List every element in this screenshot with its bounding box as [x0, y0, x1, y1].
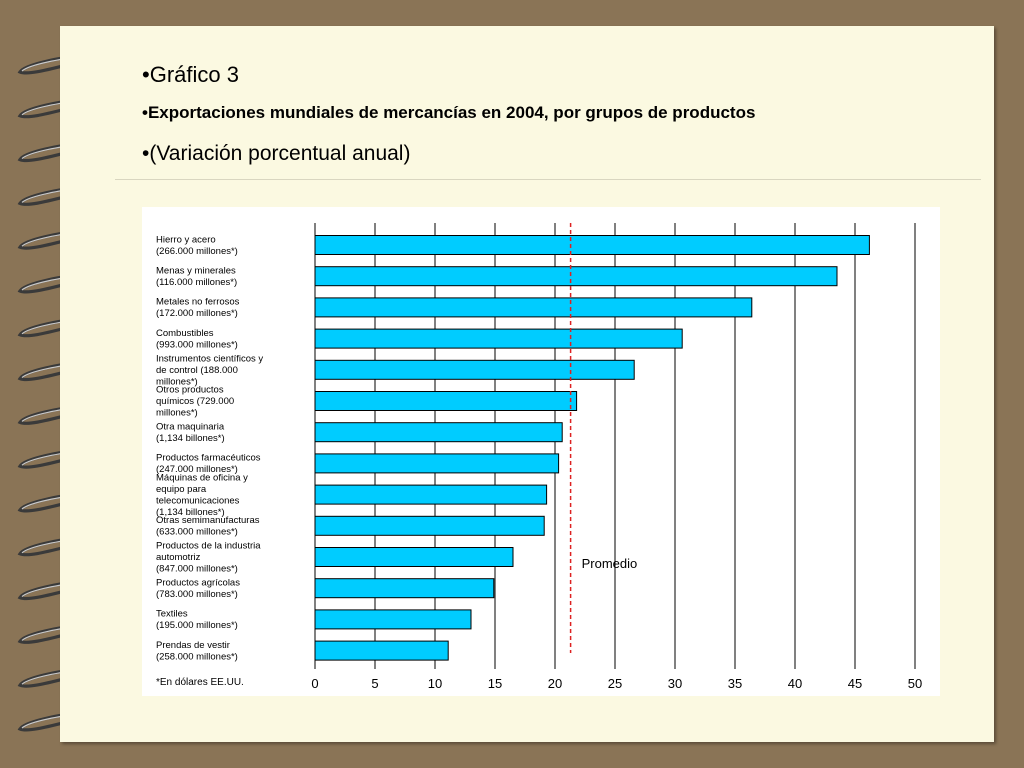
- category-label-line: (1,134 billones*): [156, 433, 225, 444]
- category-label-line: telecomunicaciones: [156, 495, 240, 506]
- category-label-line: (195.000 millones*): [156, 620, 238, 631]
- x-tick-label: 25: [608, 676, 622, 691]
- x-tick-label: 20: [548, 676, 562, 691]
- bar: [314, 578, 495, 599]
- category-label: Textiles (195.000 millones*): [156, 609, 238, 632]
- category-label-line: (1,134 billones*): [156, 507, 225, 518]
- x-tick-label: 35: [728, 676, 742, 691]
- category-label: Otra maquinaria (1,134 billones*): [156, 421, 225, 444]
- category-label-line: Textiles: [156, 609, 188, 620]
- x-tick-label: 0: [311, 676, 318, 691]
- bar: [314, 235, 870, 255]
- bar: [314, 328, 683, 349]
- bar: [314, 391, 578, 411]
- category-label: Productos farmacéuticos (247.000 millones…: [156, 453, 261, 476]
- slide-caption: •(Variación porcentual anual): [142, 142, 411, 165]
- category-label-line: Otra maquinaria: [156, 421, 225, 432]
- x-tick-label: 40: [788, 676, 802, 691]
- category-label: Otros productos químicos (729.000 millones…: [156, 385, 234, 419]
- category-label-line: químicos (729.000: [156, 396, 234, 407]
- x-tick-label: 5: [371, 676, 378, 691]
- category-label: Prendas de vestir (258.000 millones*): [156, 640, 238, 663]
- bar: [314, 422, 563, 443]
- footnote: *En dólares EE.UU.: [156, 677, 244, 688]
- category-label-line: Instrumentos científicos y: [156, 353, 263, 364]
- average-label: Promedio: [582, 556, 638, 571]
- category-label: Combustibles (993.000 millones*): [156, 328, 238, 351]
- bar: [314, 484, 548, 505]
- category-label-line: Máquinas de oficina y: [156, 472, 248, 483]
- category-label: Máquinas de oficina y equipo para telecomu…: [156, 472, 248, 517]
- category-label-line: (847.000 millones*): [156, 564, 238, 575]
- x-tick-label: 30: [668, 676, 682, 691]
- category-label-line: Otras semimanufacturas: [156, 515, 260, 526]
- category-label-line: (783.000 millones*): [156, 589, 238, 600]
- bar-chart: 0 5 10 15 20 25 30 35 40 45 50 Hierro y acero (266.0…: [156, 223, 922, 691]
- bar: [314, 640, 449, 661]
- category-label-line: automotriz: [156, 552, 201, 563]
- bar: [314, 297, 753, 318]
- bar: [314, 359, 635, 380]
- category-label: Hierro y acero (266.000 millones*): [156, 234, 238, 257]
- category-label-line: Productos farmacéuticos: [156, 453, 261, 464]
- category-label-line: millones*): [156, 376, 198, 387]
- divider: [115, 179, 981, 180]
- category-label-line: (247.000 millones*): [156, 464, 238, 475]
- category-label: Instrumentos científicos y de control (18…: [156, 353, 263, 387]
- category-label-line: (172.000 millones*): [156, 308, 238, 319]
- bar: [314, 453, 560, 474]
- bar: [314, 547, 514, 567]
- category-label: Productos agrícolas (783.000 millones*): [156, 577, 240, 600]
- x-tick-label: 15: [488, 676, 502, 691]
- category-label-line: (993.000 millones*): [156, 339, 238, 350]
- x-tick-label: 45: [848, 676, 862, 691]
- category-label-line: (266.000 millones*): [156, 246, 238, 257]
- x-tick-label: 50: [908, 676, 922, 691]
- category-label-line: Otros productos: [156, 385, 224, 396]
- category-label-line: Prendas de vestir: [156, 640, 230, 651]
- category-label: Otras semimanufacturas (633.000 millones*…: [156, 515, 260, 538]
- slide-subtitle: •Exportaciones mundiales de mercancías e…: [142, 103, 756, 122]
- category-label: Productos de la industria automotriz (847.…: [156, 541, 261, 575]
- category-label-line: (258.000 millones*): [156, 651, 238, 662]
- bar: [314, 515, 545, 536]
- category-label-line: Productos agrícolas: [156, 577, 240, 588]
- category-label-line: de control (188.000: [156, 365, 238, 376]
- chart-panel: 0 5 10 15 20 25 30 35 40 45 50 Hierro y acero (266.0…: [142, 207, 940, 696]
- category-label: Metales no ferrosos (172.000 millones*): [156, 297, 240, 320]
- category-label-line: (116.000 millones*): [156, 277, 237, 288]
- slide-title: •Gráfico 3: [142, 62, 239, 87]
- category-label-line: (633.000 millones*): [156, 527, 238, 538]
- category-label-line: Metales no ferrosos: [156, 297, 240, 308]
- bar: [314, 266, 838, 287]
- category-label-line: millones*): [156, 408, 198, 419]
- category-label-line: Menas y minerales: [156, 265, 236, 276]
- category-label-line: Combustibles: [156, 328, 214, 339]
- category-label-line: Productos de la industria: [156, 541, 261, 552]
- category-label: Menas y minerales (116.000 millones*): [156, 265, 237, 288]
- x-tick-label: 10: [428, 676, 442, 691]
- category-label-line: Hierro y acero: [156, 234, 216, 245]
- bar: [314, 609, 472, 630]
- category-label-line: equipo para: [156, 484, 207, 495]
